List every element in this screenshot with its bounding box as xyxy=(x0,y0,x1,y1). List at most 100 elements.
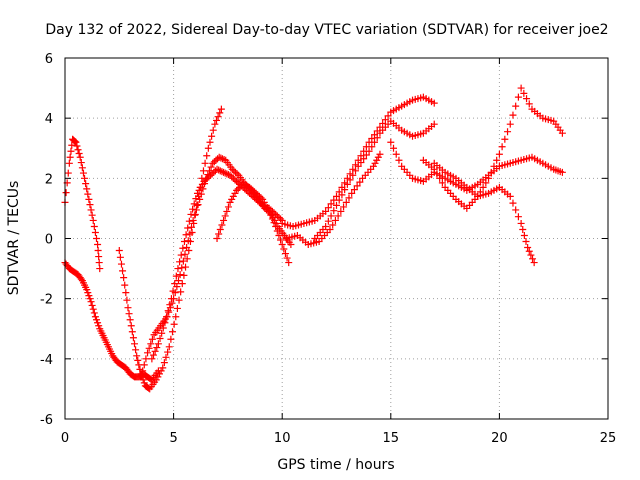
data-point xyxy=(208,170,216,178)
data-point xyxy=(283,254,291,262)
data-point xyxy=(133,352,141,360)
data-point xyxy=(177,251,185,259)
data-point xyxy=(125,310,133,318)
data-point xyxy=(185,217,193,225)
data-point xyxy=(525,247,533,255)
y-tick-label: -2 xyxy=(40,293,53,308)
data-point xyxy=(84,289,92,297)
data-point xyxy=(85,195,93,203)
data-point xyxy=(215,153,223,161)
data-point xyxy=(241,181,249,189)
data-point xyxy=(221,169,229,177)
data-point xyxy=(77,275,85,283)
data-point xyxy=(338,191,346,199)
data-point xyxy=(251,188,259,196)
data-point xyxy=(167,295,175,303)
data-point xyxy=(342,198,350,206)
data-point xyxy=(525,100,533,108)
data-point xyxy=(268,215,276,223)
data-point xyxy=(87,206,95,214)
data-point xyxy=(387,138,395,146)
data-point xyxy=(327,200,335,208)
data-point xyxy=(89,216,97,224)
data-point xyxy=(369,162,377,170)
data-points xyxy=(61,84,566,393)
data-point xyxy=(208,132,216,140)
data-point xyxy=(365,147,373,155)
data-point xyxy=(213,165,221,173)
data-point xyxy=(180,271,188,279)
series-track-9 xyxy=(311,117,438,242)
data-point xyxy=(212,116,220,124)
data-point xyxy=(161,319,169,327)
data-point xyxy=(169,328,177,336)
data-point xyxy=(192,195,200,203)
data-point xyxy=(87,298,95,306)
data-point xyxy=(220,156,228,164)
data-point xyxy=(330,207,338,215)
data-point xyxy=(514,213,522,221)
data-point xyxy=(246,183,254,191)
data-point xyxy=(72,138,80,146)
data-point xyxy=(368,143,376,151)
data-point xyxy=(430,120,438,128)
data-point xyxy=(228,165,236,173)
data-point xyxy=(322,222,330,230)
data-point xyxy=(381,116,389,124)
data-point xyxy=(209,126,217,134)
data-point xyxy=(234,185,242,193)
x-tick-label: 15 xyxy=(383,431,400,446)
data-point xyxy=(84,190,92,198)
data-point xyxy=(213,235,221,242)
data-point xyxy=(159,324,167,332)
data-point xyxy=(357,159,365,167)
data-point xyxy=(174,265,182,273)
y-tick-label: -6 xyxy=(40,413,53,428)
series-track-4 xyxy=(137,153,295,381)
data-point xyxy=(174,277,182,285)
data-point xyxy=(92,316,100,324)
data-point xyxy=(232,168,240,176)
data-point xyxy=(202,176,210,184)
data-point xyxy=(166,301,174,309)
data-point xyxy=(247,185,255,193)
data-point xyxy=(215,230,223,238)
data-point xyxy=(78,164,86,172)
data-point xyxy=(479,183,487,191)
data-point xyxy=(272,222,280,230)
data-point xyxy=(223,170,231,178)
data-point xyxy=(392,150,400,158)
data-point xyxy=(207,163,215,171)
data-point xyxy=(233,177,241,185)
data-point xyxy=(360,155,368,163)
data-point xyxy=(333,192,340,200)
data-point xyxy=(167,335,175,343)
data-point xyxy=(228,173,236,181)
data-point xyxy=(88,301,96,309)
data-point xyxy=(436,174,444,182)
data-point xyxy=(124,304,132,312)
data-point xyxy=(522,238,530,246)
series-track-7 xyxy=(278,93,438,230)
data-point xyxy=(172,272,180,280)
data-point xyxy=(170,320,178,328)
data-point xyxy=(395,156,403,164)
data-point xyxy=(182,231,190,239)
data-point xyxy=(337,207,345,215)
data-point xyxy=(487,168,495,176)
series-track-11 xyxy=(419,84,566,212)
data-point xyxy=(210,158,218,166)
data-point xyxy=(220,216,228,224)
data-point xyxy=(430,165,438,173)
data-point xyxy=(119,267,127,275)
data-point xyxy=(234,179,242,187)
data-point xyxy=(498,143,506,151)
data-point xyxy=(324,217,332,225)
data-point xyxy=(506,192,514,200)
data-point xyxy=(223,207,231,215)
data-point xyxy=(509,199,517,207)
data-point xyxy=(195,186,203,194)
data-point xyxy=(203,152,211,160)
data-point xyxy=(524,244,532,252)
y-tick-label: 6 xyxy=(45,52,53,67)
